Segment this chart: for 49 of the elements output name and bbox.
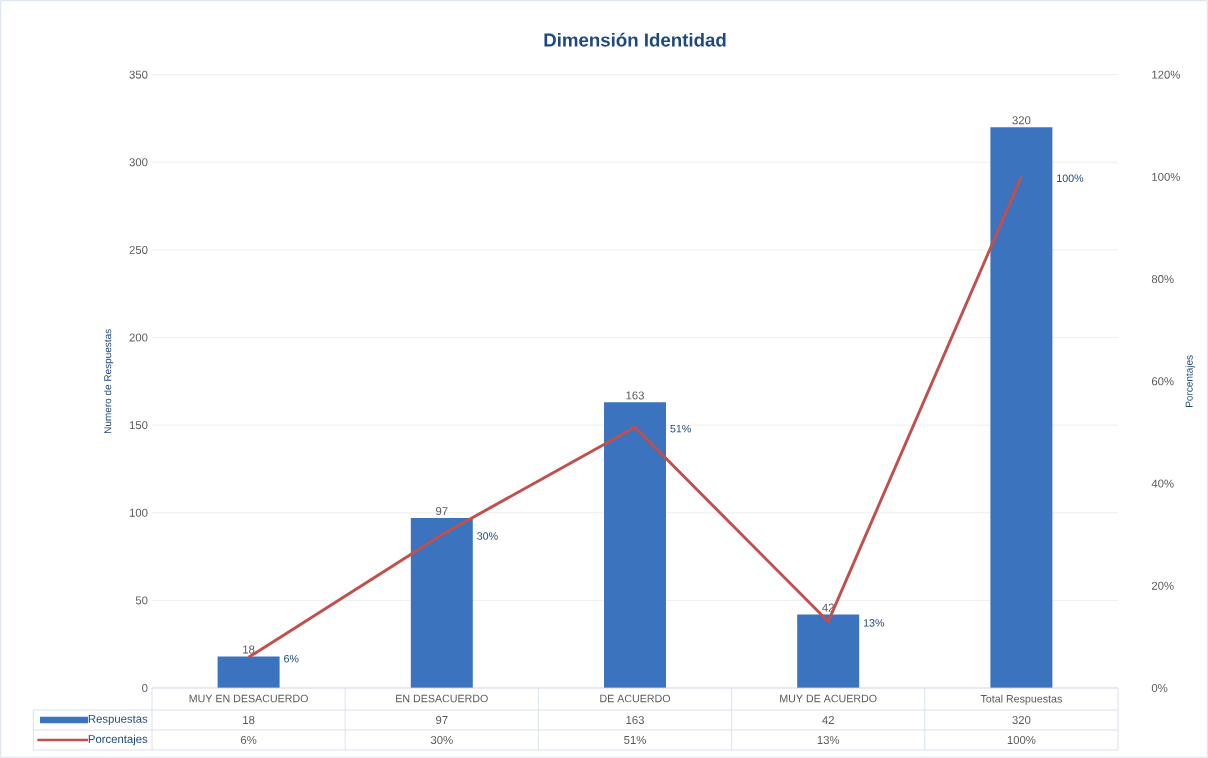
text: 100% — [1057, 174, 1084, 182]
bar — [410, 518, 473, 688]
text: 18 — [243, 645, 255, 654]
data-label: 13% — [817, 736, 840, 745]
y2-axis-title: Porcentajes — [1185, 355, 1195, 407]
x-tick-label: DE ACUERDO — [600, 694, 671, 703]
y2-tick-label: 20% — [1151, 581, 1174, 590]
y-tick-label: 100 — [129, 508, 148, 517]
text: 163 — [626, 391, 644, 400]
data-label: 6% — [240, 736, 257, 745]
y2-tick-label: 40% — [1151, 479, 1174, 488]
y2-tick-label: 0% — [1151, 684, 1168, 693]
data-label: 163 — [626, 716, 644, 725]
y-tick-label: 0 — [142, 684, 148, 693]
x-tick-label: EN DESACUERDO — [396, 694, 488, 703]
y-tick-label: 250 — [129, 245, 148, 254]
data-label: 30% — [430, 736, 453, 745]
data-label: 42 — [822, 716, 834, 724]
data-label: 18 — [243, 716, 255, 725]
text: 30% — [477, 532, 498, 540]
y-tick-label: 150 — [129, 421, 148, 430]
legend-label: Porcentajes — [88, 734, 148, 746]
data-label: 320 — [1012, 716, 1031, 725]
x-tick-label: MUY EN DESACUERDO — [189, 694, 308, 703]
y2-tick-label: 100% — [1152, 172, 1180, 181]
data-label: 97 — [436, 716, 448, 725]
y2-tick-label: 120% — [1152, 70, 1180, 79]
y2-tick-label: 60% — [1151, 377, 1174, 386]
text: 13% — [863, 619, 885, 627]
chart-title: Dimensión Identidad — [544, 32, 726, 47]
text: 97 — [436, 507, 448, 516]
bar — [604, 402, 666, 688]
x-tick-label: MUY DE ACUERDO — [780, 694, 877, 703]
y2-tick-label: 80% — [1151, 275, 1174, 284]
data-label: 100% — [1007, 736, 1036, 745]
text: 6% — [284, 654, 299, 663]
text: 51% — [670, 424, 691, 433]
data-label: 51% — [624, 736, 646, 744]
y-tick-label: 300 — [129, 158, 148, 167]
y-tick-label: 350 — [129, 70, 148, 79]
y-tick-label: 50 — [135, 596, 148, 605]
text: 320 — [1012, 116, 1031, 125]
x-tick-label: Total Respuestas — [980, 694, 1062, 705]
legend-label: Respuestas — [88, 714, 148, 726]
y-tick-label: 200 — [129, 333, 148, 342]
bar — [990, 127, 1053, 688]
bar — [217, 656, 280, 688]
bar — [797, 614, 860, 688]
y-axis-title: Numero de Respuestas — [103, 329, 114, 434]
